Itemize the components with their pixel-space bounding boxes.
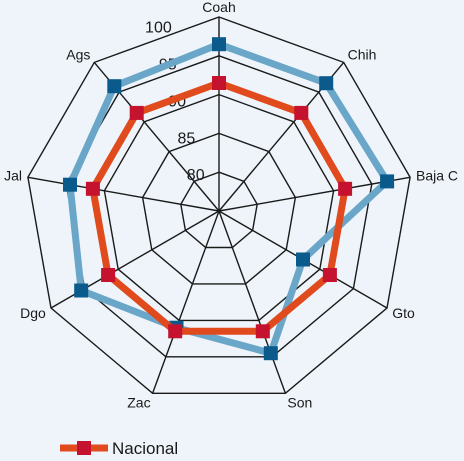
series-marker-1-gto xyxy=(296,252,310,267)
series-marker-0-jal xyxy=(85,181,100,196)
series-marker-1-chih xyxy=(319,76,334,91)
axis-label-baja-c: Baja C xyxy=(416,168,458,184)
grid-ring-80 xyxy=(180,171,258,249)
axis-label-chih: Chih xyxy=(348,47,377,63)
series-line-0 xyxy=(89,79,349,335)
axis-spoke-jal xyxy=(27,176,220,212)
legend: Nacional xyxy=(60,439,178,458)
tick-label: 85 xyxy=(178,130,196,147)
series-marker-1-jal xyxy=(63,177,77,192)
legend-swatch-marker xyxy=(77,441,91,455)
grid-ring-100 xyxy=(27,16,411,394)
axis-label-coah: Coah xyxy=(202,0,235,15)
series-line-1 xyxy=(66,40,391,357)
axis-spoke-baja-c xyxy=(218,176,411,212)
tick-label: 100 xyxy=(145,20,172,37)
series-marker-1-son xyxy=(263,346,278,361)
tick-label: 80 xyxy=(187,167,205,184)
series-layer xyxy=(63,37,395,361)
series-marker-1-baja-c xyxy=(380,174,395,189)
grid-ring-85 xyxy=(141,132,297,285)
axis-spoke-zac xyxy=(151,210,220,394)
axis-label-ags: Ags xyxy=(66,47,90,63)
axis-label-zac: Zac xyxy=(127,395,150,411)
series-marker-0-gto xyxy=(322,268,337,282)
series-marker-0-zac xyxy=(168,324,183,339)
axis-spoke-son xyxy=(218,210,287,394)
grid-ring-90 xyxy=(103,93,335,322)
series-marker-0-baja-c xyxy=(338,181,353,196)
axis-label-son: Son xyxy=(287,395,312,411)
series-marker-1-dgo xyxy=(74,283,89,298)
axis-labels: Coah Chih Baja C Gto Son Zac Dgo Jal Ags xyxy=(4,0,458,411)
axis-label-dgo: Dgo xyxy=(20,305,46,321)
legend-label: Nacional xyxy=(112,439,178,456)
series-marker-0-son xyxy=(255,324,270,339)
series-marker-1-ags xyxy=(107,79,122,94)
series-marker-0-chih xyxy=(294,105,309,120)
series-marker-1-coah xyxy=(212,37,226,52)
series-marker-0-coah xyxy=(212,76,226,90)
series-marker-0-ags xyxy=(129,105,144,120)
series-marker-0-dgo xyxy=(101,268,116,282)
series-0 xyxy=(85,76,353,339)
axis-label-jal: Jal xyxy=(4,168,22,184)
axis-label-gto: Gto xyxy=(392,305,415,321)
